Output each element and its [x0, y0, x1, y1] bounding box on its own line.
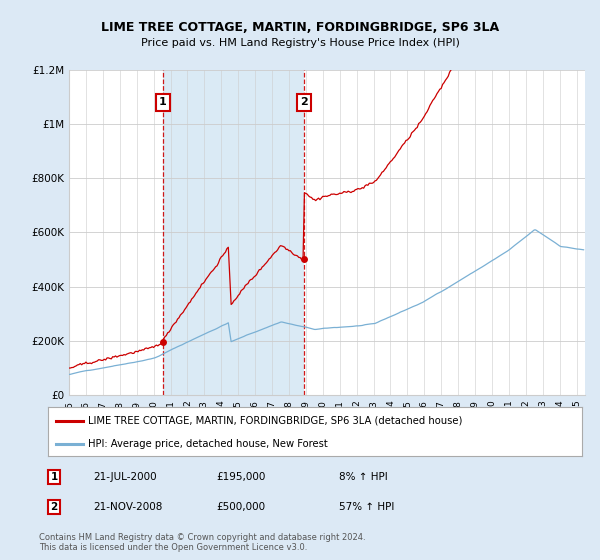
- Text: Contains HM Land Registry data © Crown copyright and database right 2024.: Contains HM Land Registry data © Crown c…: [39, 533, 365, 542]
- Text: 1: 1: [50, 472, 58, 482]
- Text: 21-JUL-2000: 21-JUL-2000: [93, 472, 157, 482]
- Text: Price paid vs. HM Land Registry's House Price Index (HPI): Price paid vs. HM Land Registry's House …: [140, 38, 460, 48]
- Text: LIME TREE COTTAGE, MARTIN, FORDINGBRIDGE, SP6 3LA: LIME TREE COTTAGE, MARTIN, FORDINGBRIDGE…: [101, 21, 499, 34]
- Text: 1: 1: [159, 97, 167, 108]
- Text: 21-NOV-2008: 21-NOV-2008: [93, 502, 163, 512]
- Text: £500,000: £500,000: [216, 502, 265, 512]
- Text: This data is licensed under the Open Government Licence v3.0.: This data is licensed under the Open Gov…: [39, 543, 307, 552]
- Text: 8% ↑ HPI: 8% ↑ HPI: [339, 472, 388, 482]
- Text: LIME TREE COTTAGE, MARTIN, FORDINGBRIDGE, SP6 3LA (detached house): LIME TREE COTTAGE, MARTIN, FORDINGBRIDGE…: [88, 416, 463, 426]
- Text: 2: 2: [300, 97, 308, 108]
- Text: HPI: Average price, detached house, New Forest: HPI: Average price, detached house, New …: [88, 439, 328, 449]
- Bar: [163, 70, 304, 395]
- Text: 57% ↑ HPI: 57% ↑ HPI: [339, 502, 394, 512]
- Text: £195,000: £195,000: [216, 472, 265, 482]
- Text: 2: 2: [50, 502, 58, 512]
